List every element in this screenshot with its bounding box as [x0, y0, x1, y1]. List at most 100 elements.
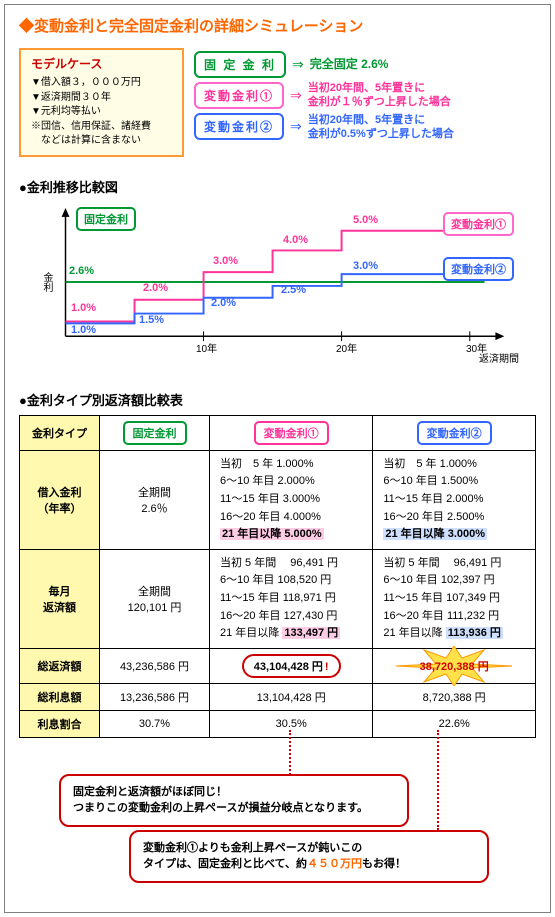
chart-green-val: 2.6%: [69, 265, 94, 277]
row3-float1: 43,104,428 円!: [210, 648, 373, 683]
model-line-2: ▼元利均等払い: [31, 105, 172, 120]
row2-label: 毎月 返済額: [20, 549, 100, 648]
r1f2-3: 16～20 年目 2.500%: [383, 509, 529, 527]
row5-fixed: 30.7%: [100, 710, 210, 737]
dotted-connector-2: [437, 730, 439, 830]
arrow-right-icon: ⇒: [292, 56, 304, 73]
row3-float2: 38,720,388 円: [373, 648, 536, 683]
chart-box-fixed: 固定金利: [76, 207, 136, 231]
row5-label: 利息割合: [20, 710, 100, 737]
r2f2-3: 16～20 年目 111,232 円: [383, 608, 529, 626]
r2f1-hl: 133,497 円: [282, 627, 340, 639]
r2f2-pre: 21 年目以降: [383, 627, 445, 639]
chart-box-float1: 変動金利①: [443, 212, 514, 236]
r2f2-hl: 113,936 円: [446, 627, 503, 639]
th-float2-box: 変動金利②: [417, 421, 492, 445]
callout-1: 固定金利と返済額がほぼ同じ！ つまりこの変動金利の上昇ペースが損益分岐点となりま…: [59, 774, 409, 827]
r1f1-2: 11～15 年目 3.000%: [220, 491, 366, 509]
r1f1-3: 16～20 年目 4.000%: [220, 509, 366, 527]
row1-float1: 当初 5 年 1.000% 6～10 年目 2.000% 11～15 年目 3.…: [210, 450, 373, 549]
main-title: ◆変動金利と完全固定金利の詳細シミュレーション: [19, 15, 536, 36]
fixed-rate-desc: 完全固定 2.6%: [310, 57, 389, 73]
chart-box-float2: 変動金利②: [443, 257, 514, 281]
total-float2-val: 38,720,388 円: [420, 661, 489, 673]
chart-pink-0: 1.0%: [71, 302, 96, 314]
row2-float1: 当初 5 年間 96,491 円 6～10 年目 108,520 円 11～15…: [210, 549, 373, 648]
top-row: モデルケース ▼借入額３，０００万円 ▼返済期間３０年 ▼元利均等払い ※団信、…: [19, 48, 536, 157]
row4-float1: 13,104,428 円: [210, 683, 373, 710]
r1f1-hl: 21 年目以降 5.000%: [220, 526, 366, 544]
th-float2: 変動金利②: [373, 415, 536, 450]
row2-fixed: 全期間 120,101 円: [100, 549, 210, 648]
row-monthly: 毎月 返済額 全期間 120,101 円 当初 5 年間 96,491 円 6～…: [20, 549, 536, 648]
arrow-right-icon: ⇒: [290, 118, 302, 135]
row4-fixed: 13,236,586 円: [100, 683, 210, 710]
r2f2-1: 6～10 年目 102,397 円: [383, 572, 529, 590]
model-line-4: などは計算に含まない: [31, 134, 172, 149]
r1f1-1: 6～10 年目 2.000%: [220, 473, 366, 491]
model-heading: モデルケース: [31, 56, 172, 73]
float2-label-box: 変動金利②: [194, 113, 284, 140]
chart-pink-3: 4.0%: [283, 234, 308, 246]
row3-fixed: 43,236,586 円: [100, 648, 210, 683]
legend-fixed: 固 定 金 利 ⇒ 完全固定 2.6%: [194, 51, 536, 78]
model-line-1: ▼返済期間３０年: [31, 91, 172, 106]
row2-float2: 当初 5 年間 96,491 円 6～10 年目 102,397 円 11～15…: [373, 549, 536, 648]
th-float1: 変動金利①: [210, 415, 373, 450]
fixed-rate-label-box: 固 定 金 利: [194, 51, 286, 78]
arrow-right-icon: ⇒: [290, 87, 302, 104]
row-total-interest: 総利息額 13,236,586 円 13,104,428 円 8,720,388…: [20, 683, 536, 710]
th-fixed-box: 固定金利: [123, 421, 187, 445]
r2f2-0: 当初 5 年間 96,491 円: [383, 555, 529, 573]
th-type: 金利タイプ: [20, 415, 100, 450]
r2f1-1: 6～10 年目 108,520 円: [220, 572, 366, 590]
chart-pink-2: 3.0%: [213, 255, 238, 267]
row4-float2: 8,720,388 円: [373, 683, 536, 710]
x-tick-1: 20年: [336, 340, 357, 355]
legend-column: 固 定 金 利 ⇒ 完全固定 2.6% 変動金利① ⇒ 当初20年間、5年置きに…: [194, 48, 536, 157]
r1f2-hl-text: 21 年目以降 3.000%: [383, 528, 487, 540]
chart-blue-1: 1.5%: [139, 314, 164, 326]
r2f2-last: 21 年目以降 113,936 円: [383, 625, 529, 643]
table-section-title: ●金利タイプ別返済額比較表: [19, 390, 536, 409]
callout2-c: もお得！: [362, 858, 406, 870]
row5-float2: 22.6%: [373, 710, 536, 737]
chart-section-title: ●金利推移比較図: [19, 177, 536, 196]
r2f1-2: 11～15 年目 118,971 円: [220, 590, 366, 608]
row-total-repay: 総返済額 43,236,586 円 43,104,428 円! 38,720,3…: [20, 648, 536, 683]
chart-pink-1: 2.0%: [143, 282, 168, 294]
row1-float2: 当初 5 年 1.000% 6～10 年目 1.500% 11～15 年目 2.…: [373, 450, 536, 549]
row1-label: 借入金利 （年率）: [20, 450, 100, 549]
callout-2: 変動金利①よりも金利上昇ペースが鈍いこの タイプは、固定金利と比べて、約４５０万…: [129, 830, 489, 883]
float1-label-box: 変動金利①: [194, 82, 284, 109]
dotted-connector-1: [289, 730, 291, 778]
float1-desc: 当初20年間、5年置きに 金利が１％ずつ上昇した場合: [308, 81, 451, 110]
r2f1-pre: 21 年目以降: [220, 627, 282, 639]
x-axis-label: 返済期間: [479, 350, 519, 365]
r2f1-0: 当初 5 年間 96,491 円: [220, 555, 366, 573]
chart-blue-2: 2.0%: [211, 297, 236, 309]
bang-icon: !: [325, 661, 329, 673]
rate-chart: 固定金利 変動金利① 変動金利② 2.6% 1.0% 2.0% 3.0% 4.0…: [31, 202, 524, 362]
r2f1-last: 21 年目以降 133,497 円: [220, 625, 366, 643]
r2f2-2: 11～15 年目 107,349 円: [383, 590, 529, 608]
table-header-row: 金利タイプ 固定金利 変動金利① 変動金利②: [20, 415, 536, 450]
legend-float2: 変動金利② ⇒ 当初20年間、5年置きに 金利が0.5%ずつ上昇した場合: [194, 113, 536, 142]
chart-blue-4: 3.0%: [353, 260, 378, 272]
r2f1-3: 16～20 年目 127,430 円: [220, 608, 366, 626]
r1f2-2: 11～15 年目 2.000%: [383, 491, 529, 509]
total-float1-oval: 43,104,428 円!: [242, 654, 341, 678]
chart-blue-3: 2.5%: [281, 284, 306, 296]
callouts-area: 固定金利と返済額がほぼ同じ！ つまりこの変動金利の上昇ペースが損益分岐点となりま…: [19, 752, 536, 892]
chart-pink-4: 5.0%: [353, 214, 378, 226]
model-line-0: ▼借入額３，０００万円: [31, 76, 172, 91]
comparison-table: 金利タイプ 固定金利 変動金利① 変動金利② 借入金利 （年率） 全期間 2.6…: [19, 415, 536, 738]
row-rates: 借入金利 （年率） 全期間 2.6％ 当初 5 年 1.000% 6～10 年目…: [20, 450, 536, 549]
total-float1-val: 43,104,428 円: [254, 661, 323, 673]
float2-desc: 当初20年間、5年置きに 金利が0.5%ずつ上昇した場合: [308, 113, 454, 142]
x-tick-0: 10年: [196, 340, 217, 355]
y-axis-label: 金利: [39, 272, 54, 292]
model-case-box: モデルケース ▼借入額３，０００万円 ▼返済期間３０年 ▼元利均等払い ※団信、…: [19, 48, 184, 157]
callout2-b: ４５０万円: [307, 858, 362, 870]
model-line-3: ※団信、信用保証、諸経費: [31, 120, 172, 135]
